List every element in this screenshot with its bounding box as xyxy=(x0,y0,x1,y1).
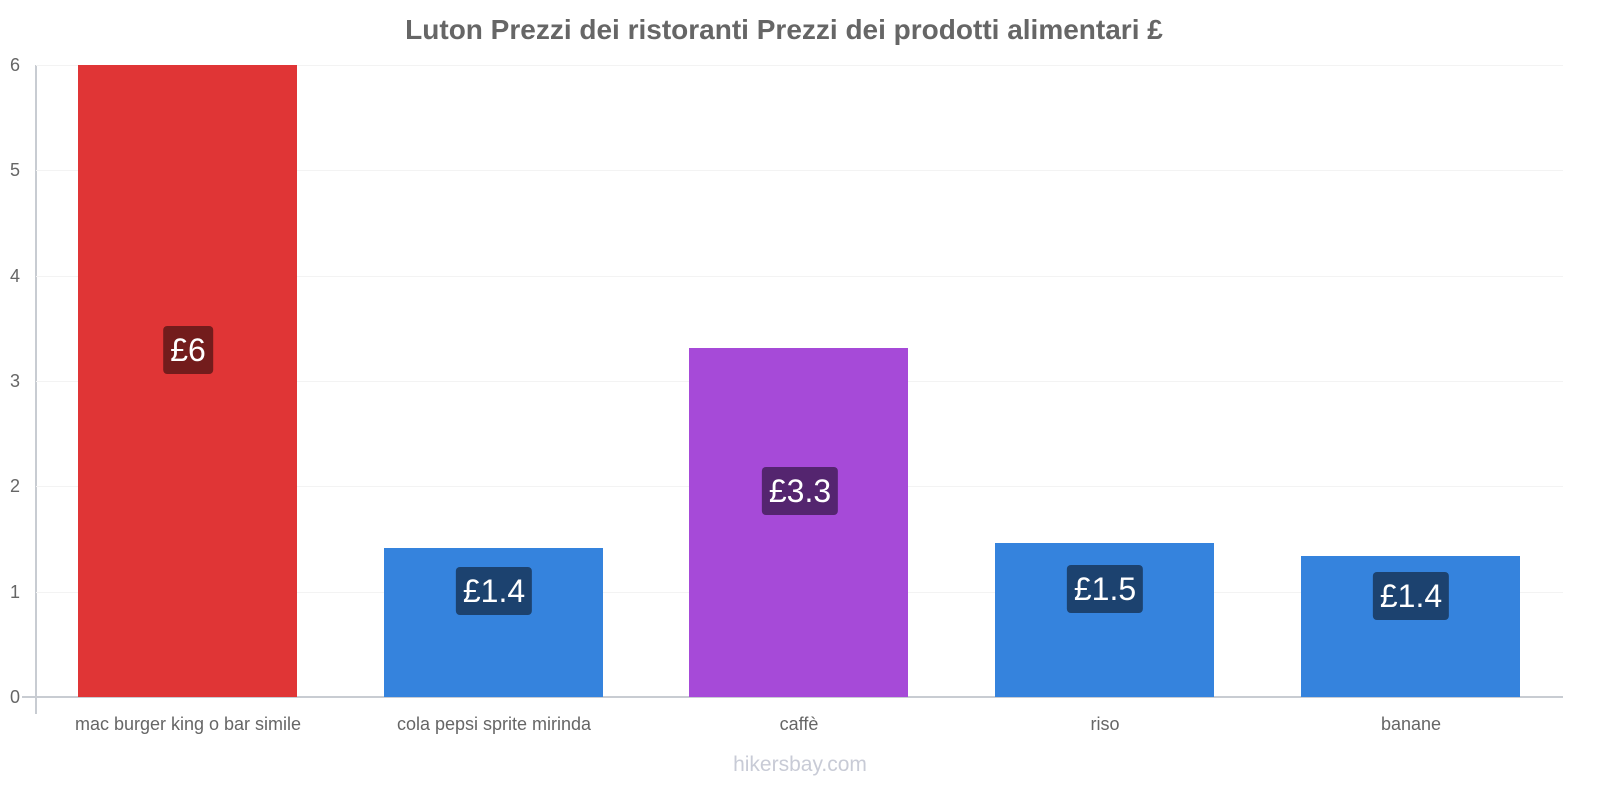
y-tick-label: 4 xyxy=(9,266,20,286)
y-tick-label: 3 xyxy=(9,371,20,391)
x-tick-label: cola pepsi sprite mirinda xyxy=(396,714,592,734)
bar-value-label: £6 xyxy=(163,326,213,374)
x-tick-label: banane xyxy=(1380,714,1442,734)
x-tick-label: riso xyxy=(1090,714,1120,734)
gridline xyxy=(36,65,1563,66)
x-tick-label: caffè xyxy=(779,714,819,734)
bar-value-label: £1.4 xyxy=(1372,572,1450,620)
gridline xyxy=(36,170,1563,171)
x-tick-label: mac burger king o bar simile xyxy=(74,714,302,734)
y-tick-label: 1 xyxy=(9,582,20,602)
bar-mac-burger[interactable] xyxy=(78,65,297,697)
bar-value-label: £1.5 xyxy=(1066,565,1144,613)
y-axis-line xyxy=(35,65,37,714)
y-tick-label: 2 xyxy=(9,476,20,496)
y-tick-mark xyxy=(22,696,36,698)
bar-value-label: £3.3 xyxy=(761,467,839,515)
y-tick-label: 5 xyxy=(9,160,20,180)
bar-caffe[interactable] xyxy=(689,348,908,697)
x-axis-line xyxy=(35,696,1563,698)
gridline xyxy=(36,276,1563,277)
y-tick-label: 6 xyxy=(9,55,20,75)
chart-title: Luton Prezzi dei ristoranti Prezzi dei p… xyxy=(405,14,1163,45)
watermark: hikersbay.com xyxy=(733,753,867,776)
bar-value-label: £1.4 xyxy=(455,567,533,615)
y-tick-label: 0 xyxy=(9,687,20,707)
